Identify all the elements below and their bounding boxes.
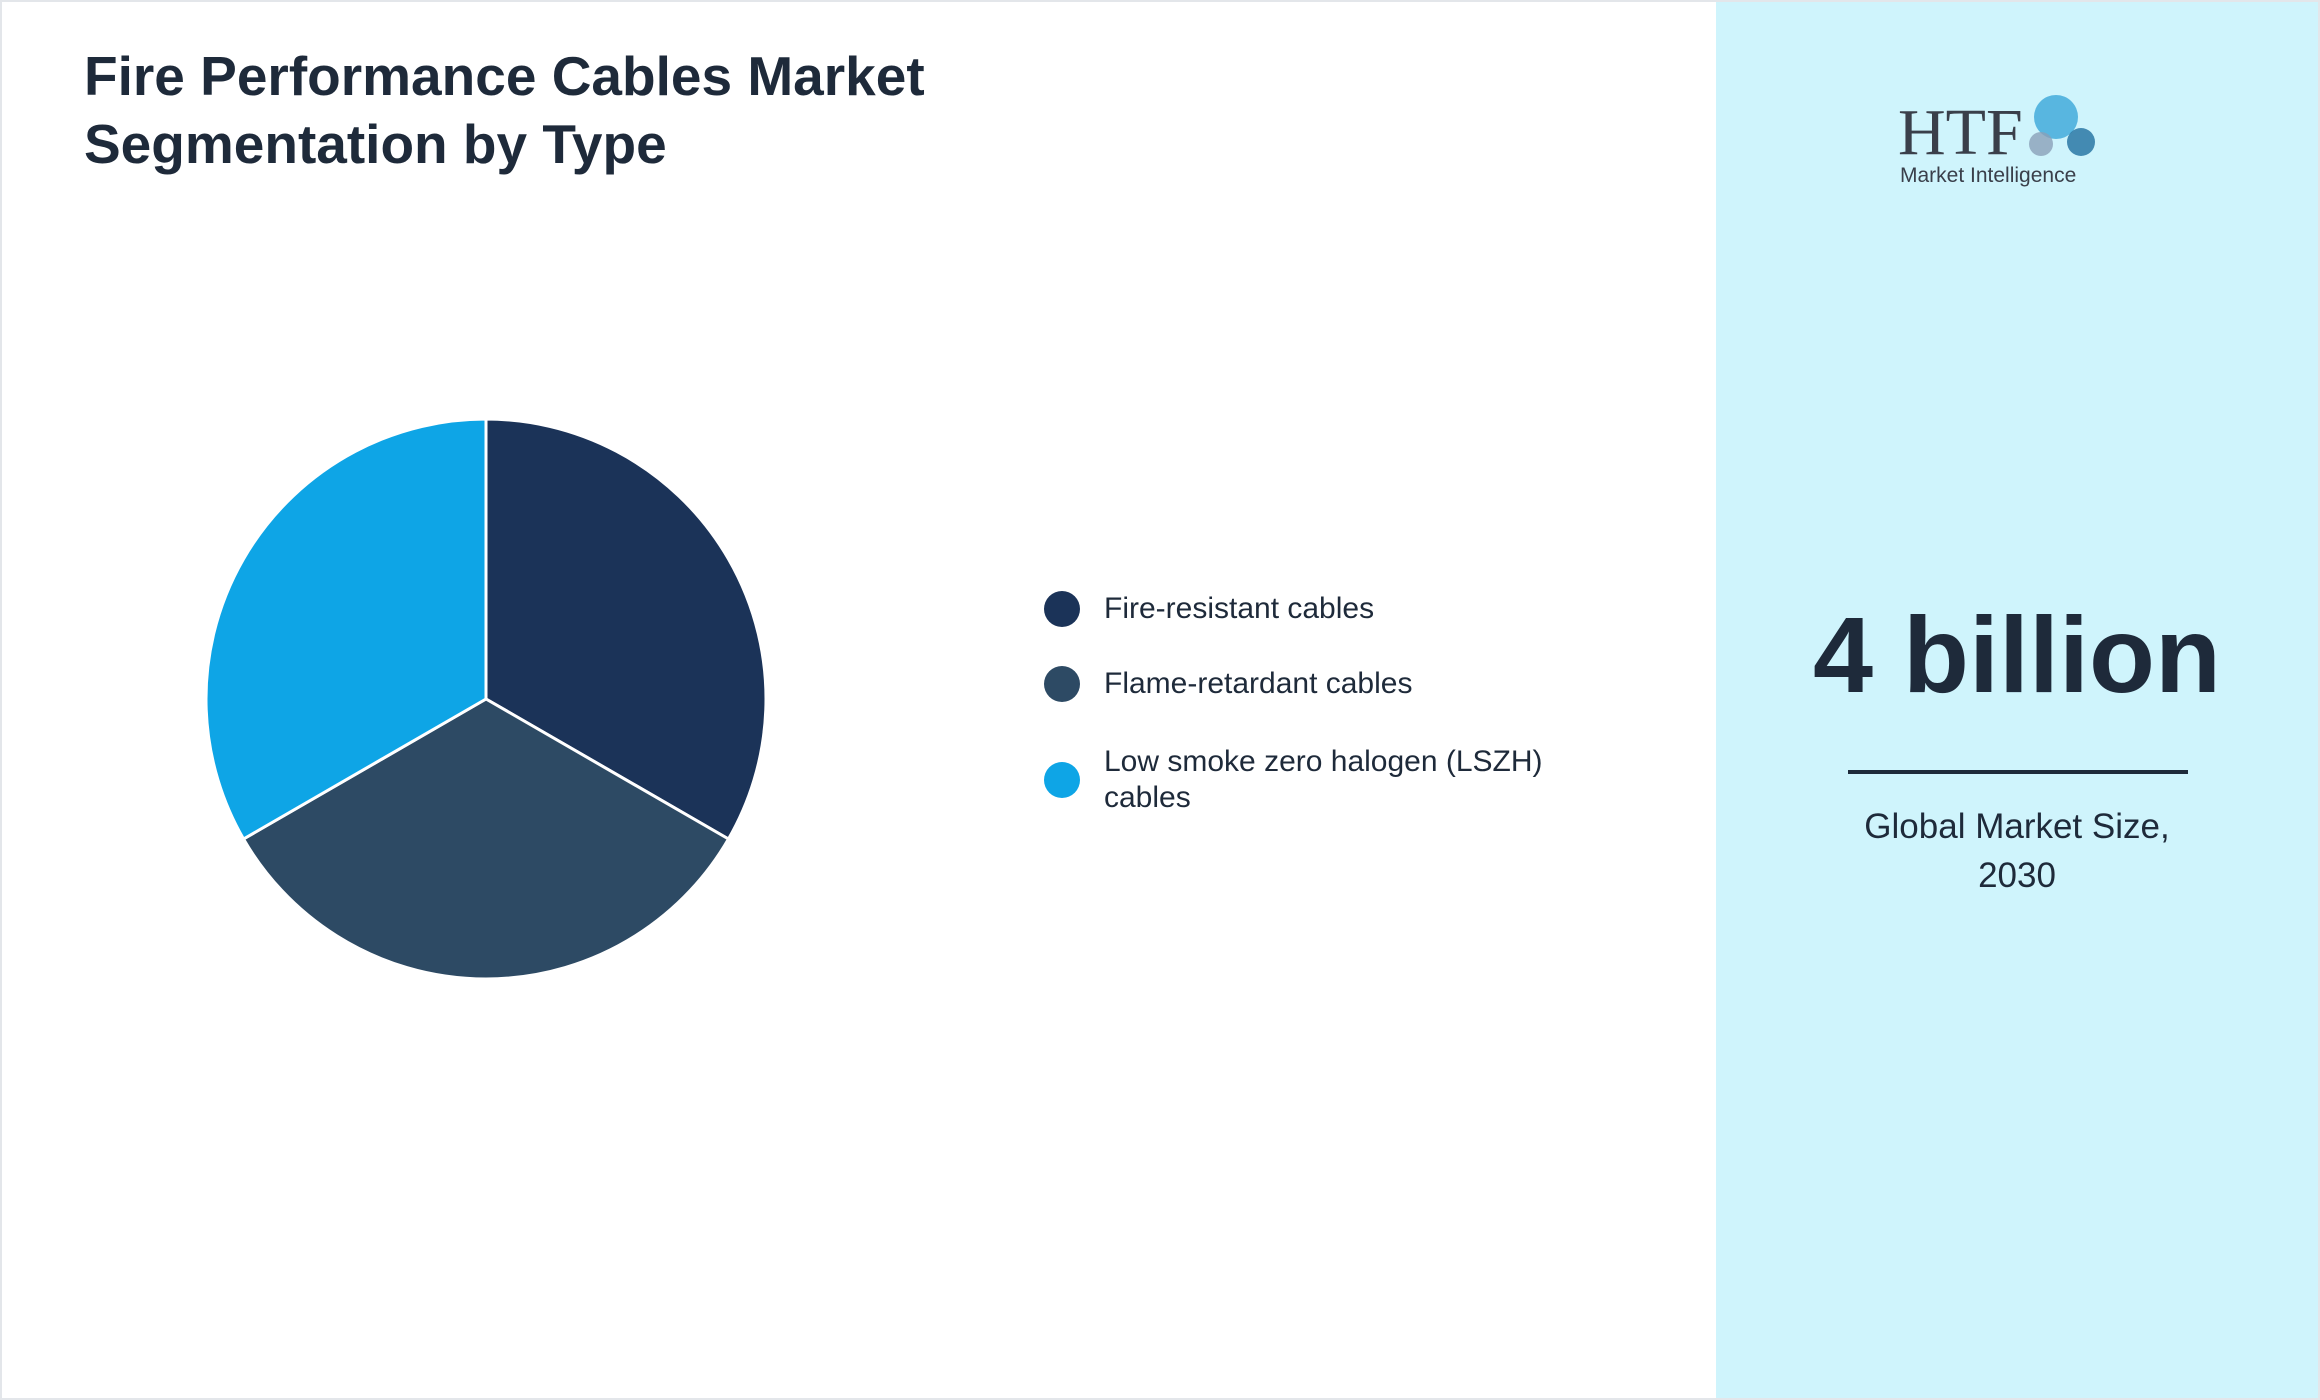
legend-swatch (1044, 591, 1080, 627)
logo-mark: HTF (1898, 96, 2023, 169)
legend-label: Flame-retardant cables (1104, 667, 1413, 700)
logo-subtitle: Market Intelligence (1900, 164, 2076, 187)
logo-shape (2034, 95, 2078, 139)
divider (1848, 770, 2188, 774)
legend-swatch (1044, 762, 1080, 798)
market-size-caption: Global Market Size, 2030 (1864, 807, 2170, 895)
legend-label: Fire-resistant cables (1104, 592, 1375, 625)
pie-slice (241, 697, 731, 981)
pie-slice (484, 417, 768, 842)
legend-label: Low smoke zero halogen (LSZH) cables (1104, 745, 1543, 814)
chart-title: Fire Performance Cables Market Segmentat… (84, 45, 925, 175)
logo-shape (2067, 128, 2095, 156)
legend-item: Flame-retardant cables (1044, 666, 1604, 702)
legend-swatch (1044, 666, 1080, 702)
legend-item: Low smoke zero halogen (LSZH) cables (1044, 744, 1604, 816)
market-size: 4 billion (1812, 594, 2221, 715)
pie-slice (204, 417, 488, 842)
pie-chart (204, 417, 768, 981)
side-panel: HTF Market Intelligence 4 billion Global… (1716, 2, 2318, 1398)
legend-item: Fire-resistant cables (1044, 591, 1604, 627)
logo-shape (2029, 132, 2053, 156)
logo: HTF Market Intelligence (1898, 95, 2095, 187)
